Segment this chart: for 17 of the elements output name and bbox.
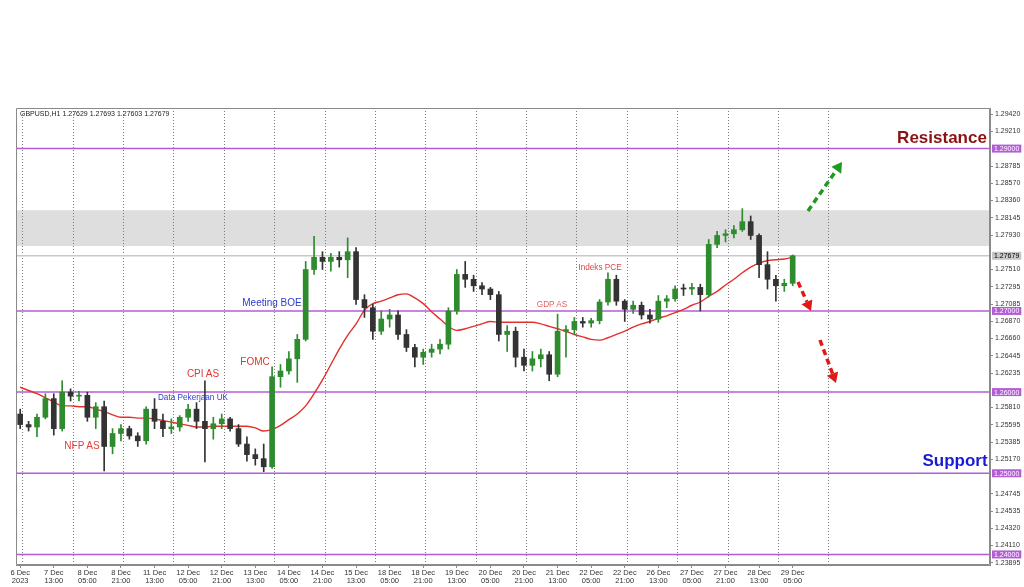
candlestick xyxy=(781,278,788,292)
candlestick xyxy=(336,251,343,268)
candlestick xyxy=(579,317,586,328)
annotation: NFP AS xyxy=(64,439,101,451)
candlestick xyxy=(689,283,695,296)
annotation: Resistance xyxy=(897,127,987,147)
annotation: Meeting BOE xyxy=(242,296,303,308)
candlestick xyxy=(504,325,511,352)
candlestick xyxy=(773,274,779,302)
annotation: CPI AS xyxy=(186,367,220,379)
annotation: Support xyxy=(922,450,988,470)
annotation: FOMC xyxy=(240,355,270,367)
annotation: GDP AS xyxy=(536,300,568,310)
annotation: Indeks PCE xyxy=(578,263,623,273)
candlestick xyxy=(462,261,469,288)
candlestick xyxy=(563,325,569,358)
candlestick xyxy=(210,416,217,440)
